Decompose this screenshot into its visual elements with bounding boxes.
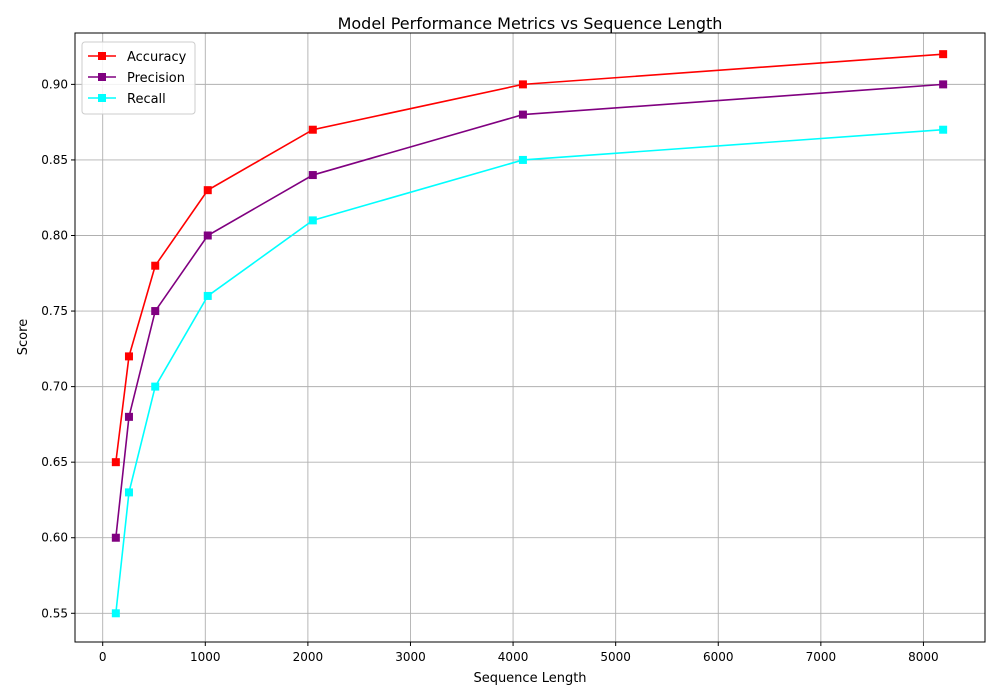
legend-box [81, 41, 196, 115]
legend-label-precision: Precision [127, 71, 185, 86]
series-precision [111, 80, 948, 542]
y-axis-label: Score [16, 319, 31, 355]
data-point-precision [518, 110, 527, 119]
legend-item-accuracy: Accuracy [88, 50, 187, 65]
y-tick-label: 0.75 [41, 304, 68, 318]
y-tick-label: 0.60 [41, 531, 68, 545]
ticks: 0 1000 2000 3000 4000 5000 6000 7000 8000 0.55 0.6… [41, 77, 938, 664]
plot-frame [74, 32, 986, 643]
data-point-precision [124, 412, 133, 421]
data-point-precision [308, 171, 317, 180]
grid [75, 33, 985, 642]
data-point-precision [151, 307, 160, 316]
data-point-accuracy [308, 125, 317, 134]
data-point-recall [939, 125, 948, 134]
y-tick-label: 0.55 [41, 606, 68, 620]
y-tick-label: 0.80 [41, 228, 68, 242]
legend-item-recall: Recall [88, 92, 166, 107]
data-point-recall [111, 609, 120, 618]
x-tick-label: 8000 [908, 650, 939, 664]
x-tick-label: 5000 [600, 650, 631, 664]
legend: Accuracy Precision Recall [81, 41, 196, 115]
y-tick-label: 0.90 [41, 77, 68, 91]
legend-label-recall: Recall [127, 92, 166, 107]
data-point-accuracy [203, 186, 212, 195]
data-point-precision [203, 231, 212, 240]
data-point-accuracy [124, 352, 133, 361]
data-point-accuracy [151, 261, 160, 270]
legend-label-accuracy: Accuracy [127, 50, 187, 65]
data-point-recall [124, 488, 133, 497]
x-tick-label: 1000 [190, 650, 221, 664]
legend-marker-recall [98, 94, 106, 102]
data-point-recall [308, 216, 317, 225]
x-tick-label: 6000 [703, 650, 734, 664]
data-point-recall [203, 291, 212, 300]
data-point-recall [151, 382, 160, 391]
x-tick-label: 4000 [498, 650, 529, 664]
x-tick-label: 3000 [395, 650, 426, 664]
chart-title: Model Performance Metrics vs Sequence Le… [338, 14, 723, 33]
data-point-accuracy [939, 50, 948, 59]
x-tick-label: 0 [99, 650, 107, 664]
legend-marker-precision [98, 73, 106, 81]
series-accuracy [111, 50, 948, 467]
x-tick-label: 7000 [806, 650, 837, 664]
data-point-accuracy [111, 458, 120, 467]
legend-marker-accuracy [98, 52, 106, 60]
series-recall [111, 125, 948, 618]
data-point-precision [111, 533, 120, 542]
series-layer [111, 50, 948, 618]
data-point-accuracy [518, 80, 527, 89]
y-tick-label: 0.65 [41, 455, 68, 469]
x-axis-label: Sequence Length [473, 671, 586, 686]
y-tick-label: 0.70 [41, 380, 68, 394]
x-tick-label: 2000 [293, 650, 324, 664]
data-point-recall [518, 155, 527, 164]
y-tick-label: 0.85 [41, 153, 68, 167]
legend-item-precision: Precision [88, 71, 185, 86]
data-point-precision [939, 80, 948, 89]
